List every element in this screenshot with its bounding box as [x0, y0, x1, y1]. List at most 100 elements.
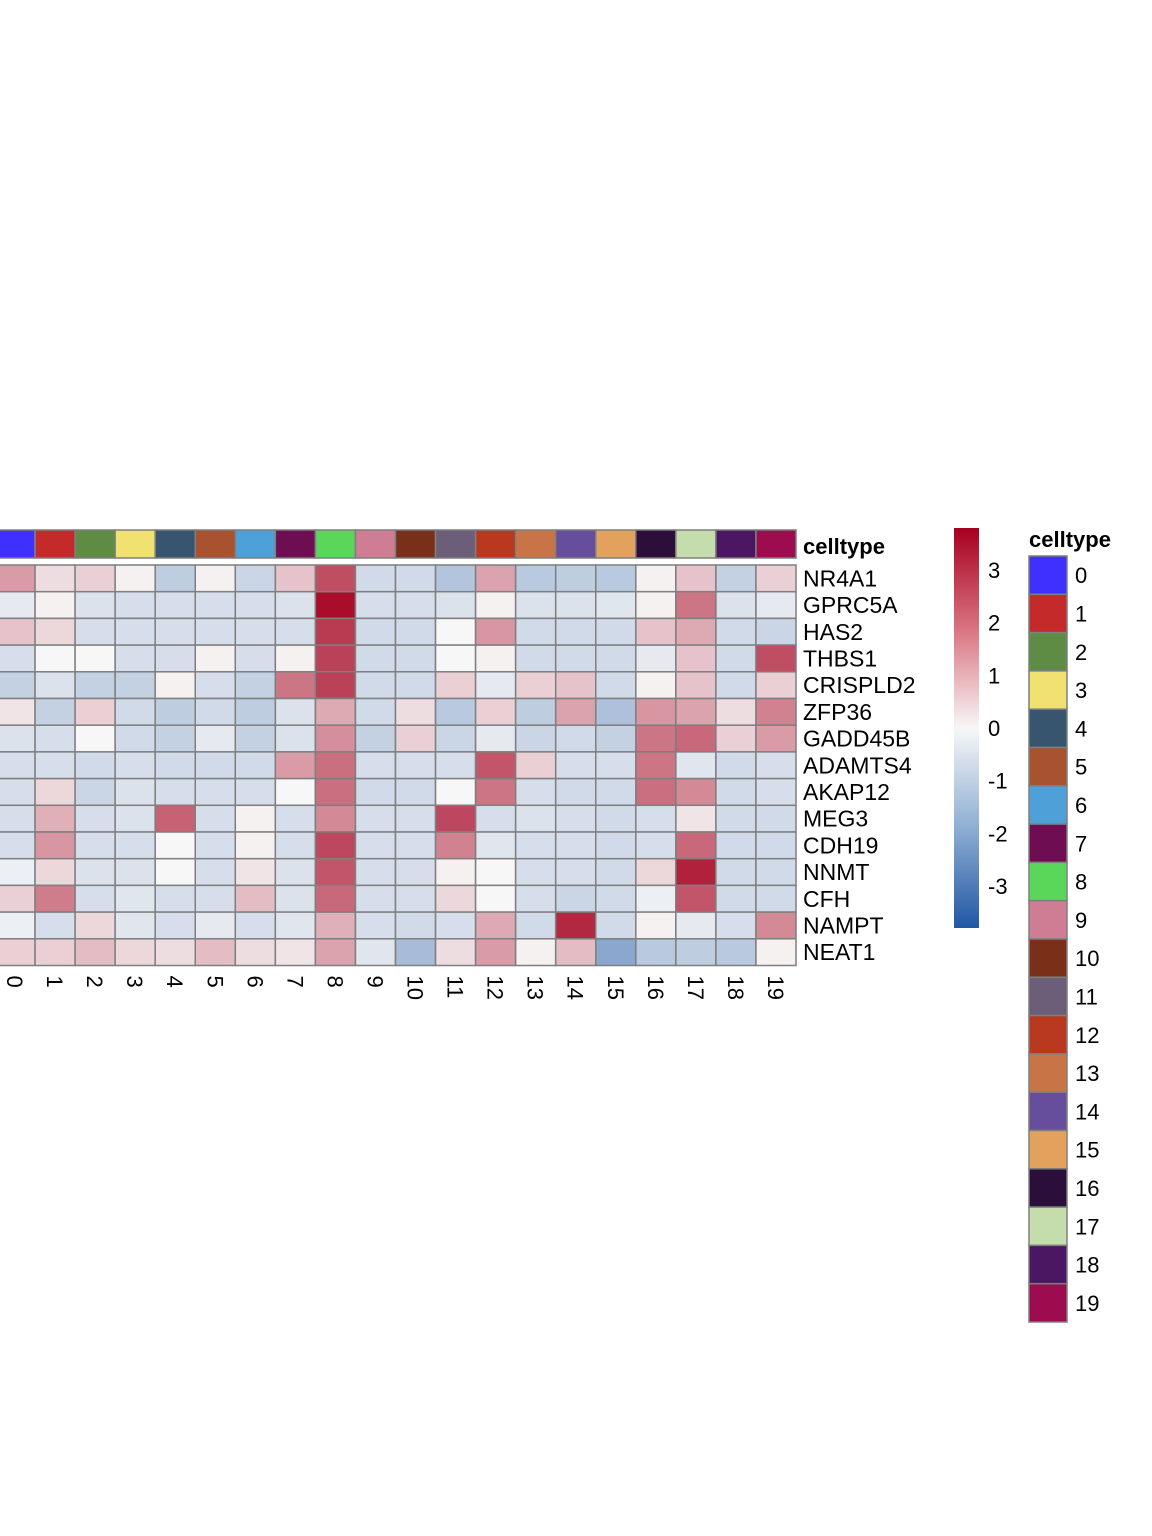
heatmap-cell [554, 804, 597, 833]
heatmap-cell [0, 564, 36, 593]
heatmap-cell [635, 751, 677, 780]
legend-swatch-5 [1028, 746, 1068, 787]
heatmap-cell [34, 911, 76, 940]
heatmap-cell [234, 564, 277, 593]
heatmap-cell [474, 590, 517, 620]
heatmap-cell [74, 697, 116, 726]
row-label: NR4A1 [803, 565, 877, 591]
legend-label: 0 [1075, 563, 1087, 588]
heatmap-cell [234, 617, 277, 646]
heatmap-cell [595, 751, 637, 780]
heatmap-cell [514, 777, 557, 807]
heatmap-cell [314, 884, 357, 913]
heatmap-cell [635, 564, 677, 593]
heatmap-cell [635, 804, 677, 833]
heatmap-cell [234, 938, 277, 967]
colorbar-tick-label: 2 [988, 611, 1000, 636]
legend-swatch-8 [1028, 861, 1068, 902]
heatmap-cell [0, 831, 36, 860]
heatmap-cell [114, 671, 156, 700]
heatmap-cell [114, 938, 156, 967]
column-label: 9 [362, 976, 387, 988]
heatmap-cell [715, 697, 757, 726]
heatmap-cell [74, 617, 116, 646]
heatmap-cell [314, 724, 357, 753]
colorbar-tick-label: -2 [988, 821, 1008, 846]
heatmap-cell [514, 804, 557, 833]
heatmap-cell [234, 697, 277, 726]
heatmap-cell [34, 751, 76, 780]
legend-swatch-10 [1028, 938, 1068, 979]
heatmap-cell [514, 938, 557, 967]
heatmap-cell [0, 724, 36, 753]
heatmap-cell [434, 804, 477, 833]
colorbar-tick-label: -3 [988, 874, 1008, 899]
heatmap-cell [354, 777, 397, 807]
row-label: AKAP12 [803, 779, 890, 805]
heatmap-cell [554, 884, 597, 913]
heatmap-cell [394, 671, 437, 700]
row-label: CDH19 [803, 832, 878, 858]
heatmap-cell [354, 697, 397, 726]
heatmap-cell [675, 804, 717, 833]
heatmap-cell [114, 831, 156, 860]
heatmap-cell [635, 777, 677, 807]
heatmap-cell [715, 751, 757, 780]
heatmap-cell [194, 884, 237, 913]
heatmap-cell [314, 804, 357, 833]
heatmap-cell [715, 857, 757, 887]
heatmap-cell [274, 804, 317, 833]
heatmap-cell [755, 777, 797, 807]
legend-swatch-16 [1028, 1168, 1068, 1208]
heatmap-cell [675, 777, 717, 807]
heatmap-cell [154, 777, 196, 807]
annotation-cell-17 [675, 529, 717, 559]
column-label: 11 [443, 976, 468, 999]
row-label: NNMT [803, 859, 869, 885]
heatmap-cell [154, 831, 196, 860]
heatmap-cell [715, 804, 757, 833]
heatmap-cell [554, 697, 597, 726]
heatmap-cell [274, 777, 317, 807]
heatmap-cell [434, 671, 477, 700]
colorbar-tick-label: 1 [988, 663, 1000, 688]
heatmap-cell [394, 911, 437, 940]
heatmap-cell [34, 804, 76, 833]
heatmap-cell [234, 751, 277, 780]
annotation-cell-15 [595, 529, 637, 559]
heatmap-cell [74, 590, 116, 620]
heatmap-cell [755, 884, 797, 913]
celltype-annotation-row [0, 529, 797, 559]
heatmap-cell [274, 564, 317, 593]
legend-label: 7 [1075, 831, 1087, 856]
heatmap-cell [114, 644, 156, 673]
heatmap-cell [474, 938, 517, 967]
heatmap-cell [474, 697, 517, 726]
heatmap-cell [474, 564, 517, 593]
heatmap-cell [394, 857, 437, 887]
heatmap-cell [354, 724, 397, 753]
legend-label: 3 [1075, 678, 1087, 703]
row-labels: NR4A1GPRC5AHAS2THBS1CRISPLD2ZFP36GADD45B… [803, 565, 915, 965]
heatmap-cell [675, 697, 717, 726]
column-labels: 0 1 2 3 4 5 6 7 8 9 10 11 12 13 14 15 16 17 18 19 [2, 976, 788, 1000]
heatmap-cell [114, 697, 156, 726]
row-label: THBS1 [803, 645, 877, 671]
column-label: 10 [403, 976, 428, 1000]
column-label: 4 [162, 976, 187, 988]
heatmap-cell [434, 831, 477, 860]
heatmap-cell [554, 671, 597, 700]
heatmap-cell [514, 857, 557, 887]
heatmap-cell [74, 777, 116, 807]
heatmap-cell [154, 617, 196, 646]
heatmap-cell [715, 884, 757, 913]
heatmap-cell [755, 724, 797, 753]
heatmap-cell [0, 777, 36, 807]
legend-swatch-13 [1028, 1053, 1068, 1093]
annotation-cell-1 [34, 529, 76, 559]
heatmap-cell [595, 564, 637, 593]
row-label: GPRC5A [803, 592, 898, 618]
heatmap-cell [474, 617, 517, 646]
heatmap-cell [274, 644, 317, 673]
annotation-cell-14 [554, 529, 597, 559]
